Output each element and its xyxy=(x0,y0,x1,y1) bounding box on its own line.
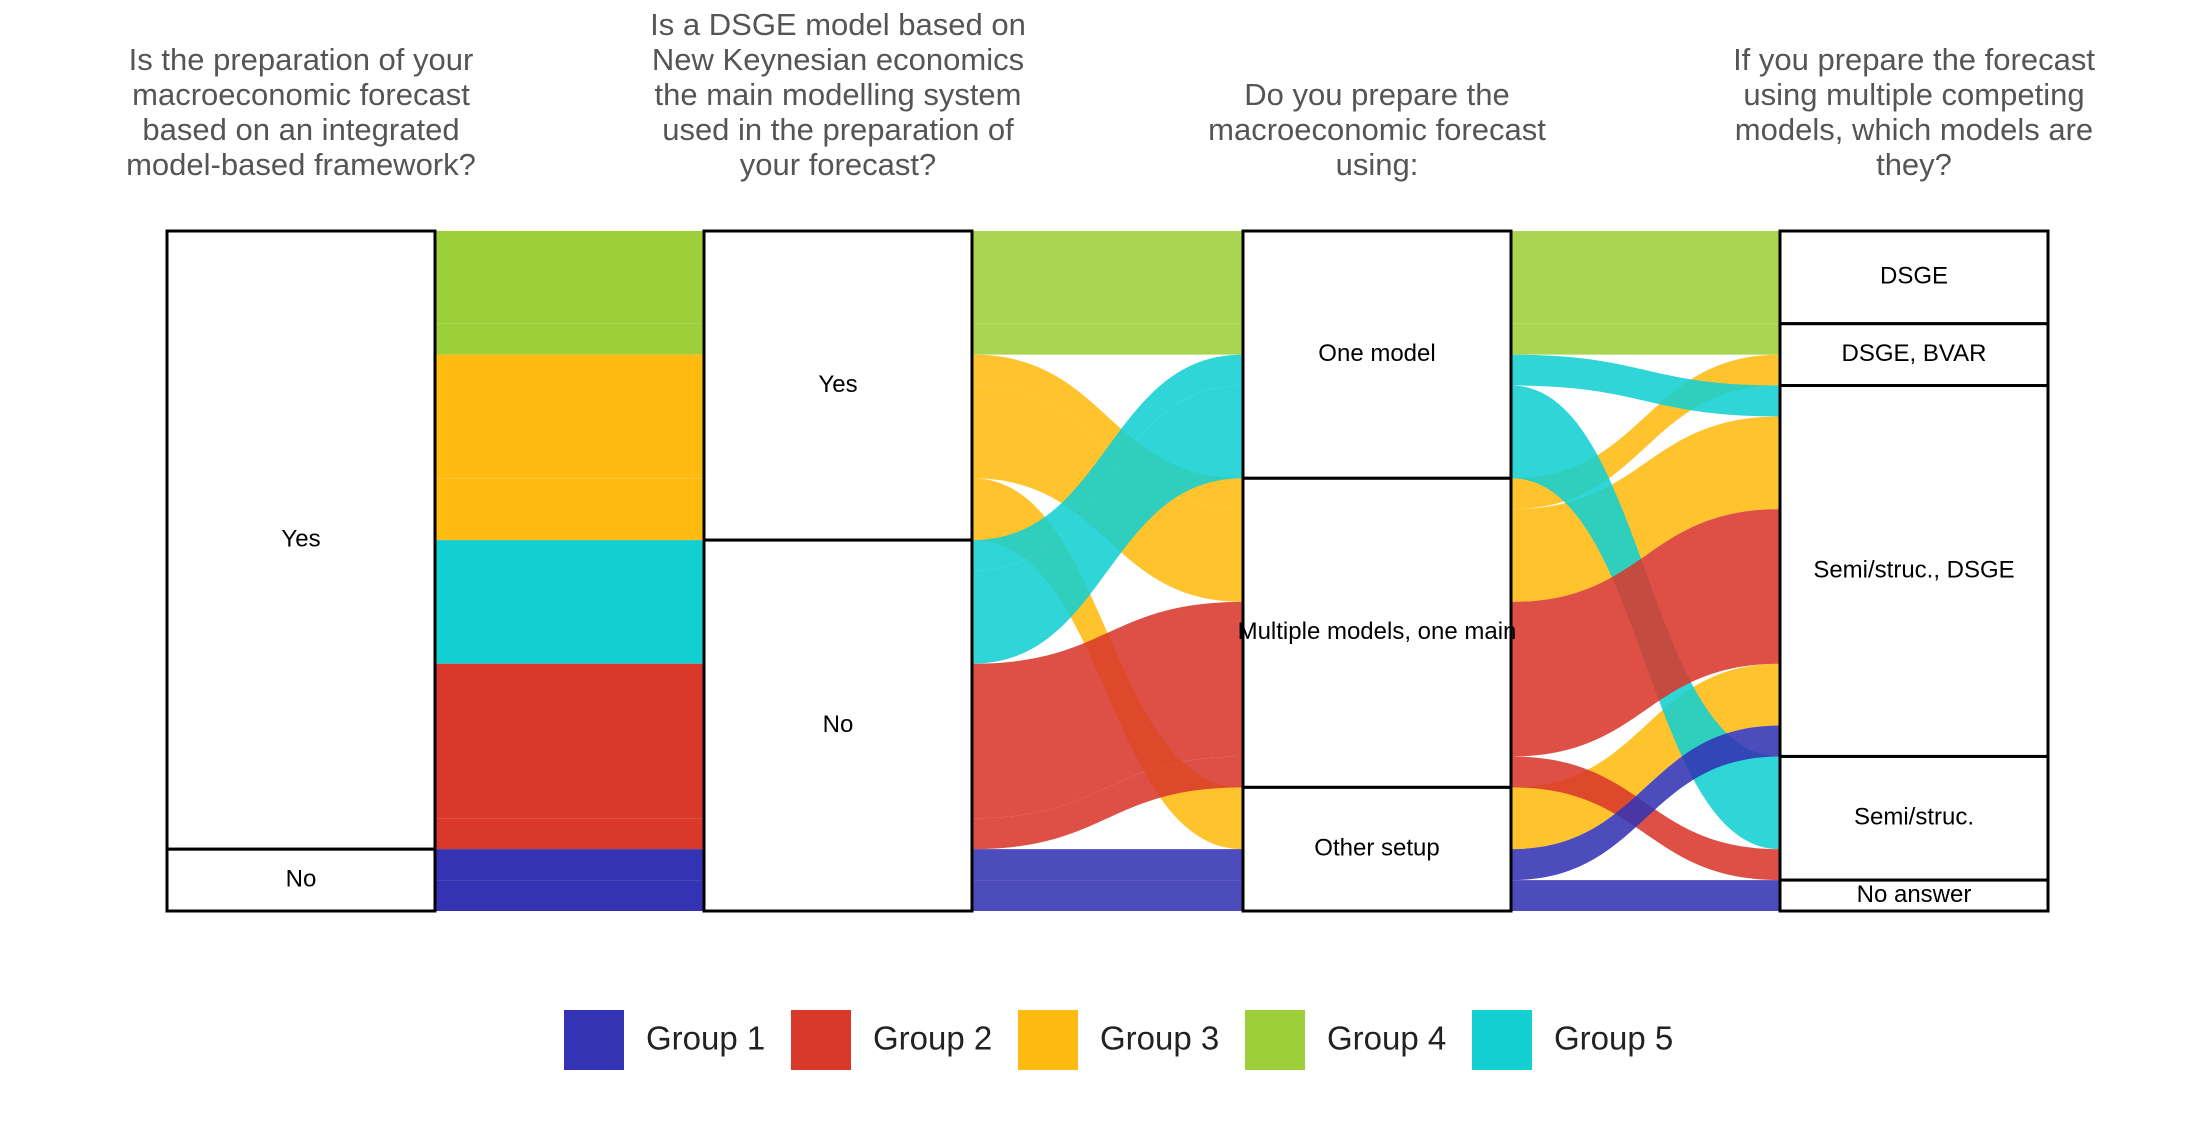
flow xyxy=(972,756,1243,850)
flow xyxy=(1511,231,1780,324)
stratum-box xyxy=(702,229,974,542)
stratum-box xyxy=(165,229,437,851)
legend-swatch xyxy=(1018,1010,1078,1070)
legend-label: Group 2 xyxy=(873,1020,992,1057)
flow xyxy=(435,663,704,819)
flow xyxy=(435,354,704,386)
flow xyxy=(1511,880,1780,911)
stratum-box xyxy=(1778,229,2050,326)
flow xyxy=(435,540,704,571)
flow xyxy=(435,231,704,324)
flow xyxy=(1511,354,1780,417)
axis-title: Is the preparation of your macroeconomic… xyxy=(126,42,476,182)
flow xyxy=(1511,416,1780,602)
stratum-box xyxy=(165,847,437,913)
flow xyxy=(435,385,704,479)
axis-title: Is a DSGE model based on New Keynesian e… xyxy=(650,7,1026,182)
flow xyxy=(435,880,704,911)
flow xyxy=(1511,663,1780,850)
stratum-box xyxy=(702,538,974,913)
stratum-label: Semi/struc. xyxy=(1854,804,1974,831)
stratum-label: Other setup xyxy=(1314,835,1439,862)
legend-label: Group 3 xyxy=(1100,1020,1219,1057)
flow xyxy=(435,849,704,881)
legend-label: Group 4 xyxy=(1327,1020,1446,1057)
flow xyxy=(1511,323,1780,355)
flow xyxy=(972,849,1243,881)
flow xyxy=(435,571,704,664)
legend-swatch xyxy=(1245,1010,1305,1070)
legend-swatch xyxy=(564,1010,624,1070)
flow xyxy=(972,385,1243,664)
flow xyxy=(972,354,1243,571)
stratum-label: DSGE, BVAR xyxy=(1842,340,1987,367)
stratum-box xyxy=(1778,384,2050,758)
stratum-box xyxy=(1778,322,2050,388)
stratum-box xyxy=(1241,476,1513,789)
flow xyxy=(972,323,1243,355)
stratum-label: Multiple models, one main xyxy=(1238,618,1517,645)
stratum-label: Semi/struc., DSGE xyxy=(1813,556,2014,583)
stratum-label: No xyxy=(823,711,854,738)
legend-label: Group 5 xyxy=(1554,1020,1673,1057)
stratum-label: Yes xyxy=(281,525,320,552)
stratum-box xyxy=(1241,229,1513,480)
flow xyxy=(1511,509,1780,757)
stratum-label: One model xyxy=(1318,340,1435,367)
stratum-label: No answer xyxy=(1857,881,1972,908)
flow xyxy=(1511,725,1780,881)
flow xyxy=(972,880,1243,911)
stratum-box xyxy=(1778,878,2050,913)
stratum-box xyxy=(1778,754,2050,882)
stratum-label: DSGE xyxy=(1880,263,1948,290)
stratum-label: Yes xyxy=(818,371,857,398)
stratum-box xyxy=(1241,785,1513,913)
legend-label: Group 1 xyxy=(646,1020,765,1057)
axis-title: Do you prepare the macroeconomic forecas… xyxy=(1208,77,1546,182)
flow xyxy=(972,601,1243,819)
flow xyxy=(435,323,704,355)
legend-swatch xyxy=(1472,1010,1532,1070)
axis-title: If you prepare the forecast using multip… xyxy=(1733,42,2095,182)
flow xyxy=(435,478,704,541)
flow xyxy=(972,231,1243,324)
stratum-label: No xyxy=(286,865,317,892)
legend-swatch xyxy=(791,1010,851,1070)
flow xyxy=(435,818,704,850)
